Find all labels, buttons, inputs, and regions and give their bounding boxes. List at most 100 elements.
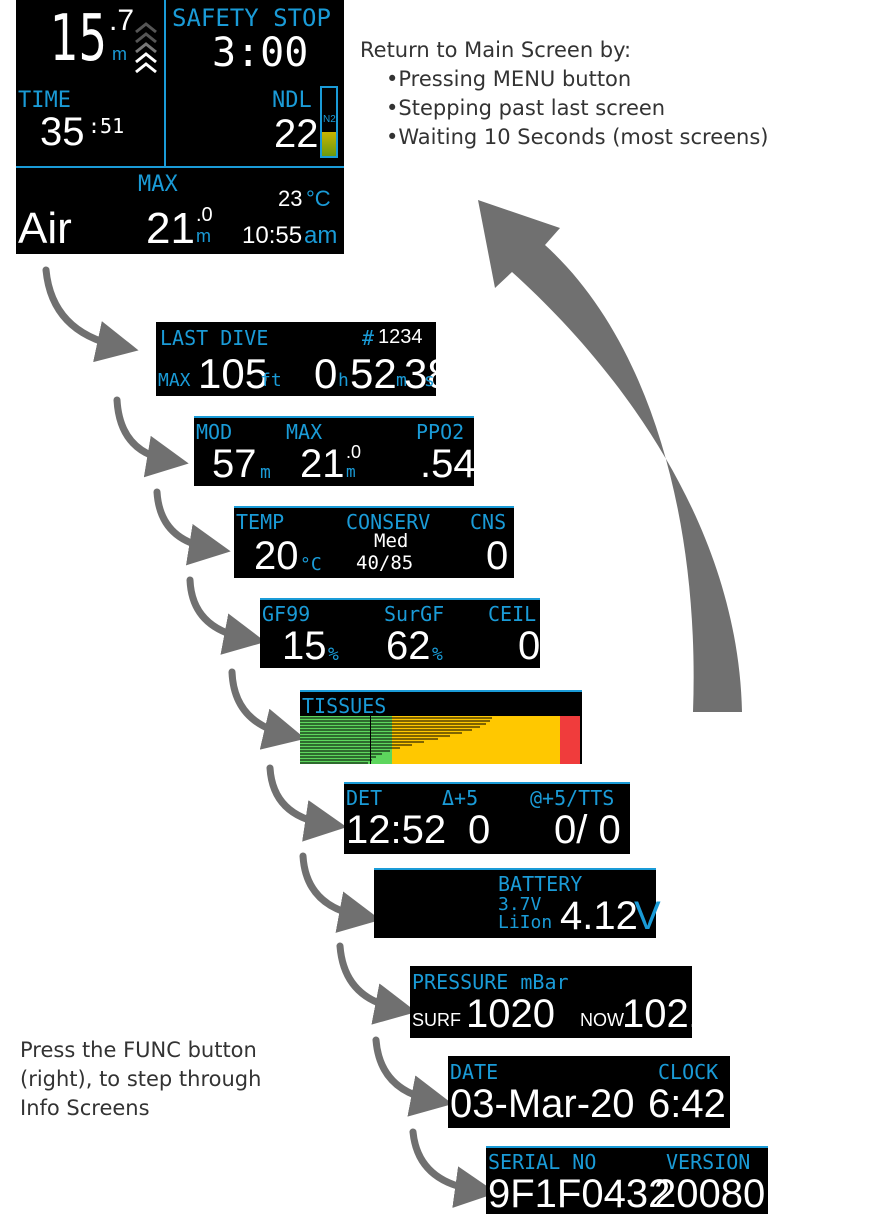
gas-value: Air [18,204,72,253]
battery-unit: V [634,894,661,938]
tissues-label: TISSUES [302,694,387,718]
date-label: DATE [450,1060,499,1084]
surgf-unit: % [432,644,443,665]
step-arrow [372,1036,453,1117]
temp-screen: TEMP CONSERV CNS 20 °C Med 40/85 0 [234,506,514,578]
clock-label: CLOCK [658,1060,719,1084]
dive-seconds-unit: s [424,370,435,391]
max-depth-decimal: .0 [196,204,213,226]
max-label: MAX [138,172,178,197]
ndl-value: 22 [274,112,319,156]
depth-unit: m [112,44,127,64]
serial-label: SERIAL NO [488,1150,597,1174]
conservatism-gf: 40/85 [356,552,414,574]
return-note-item: •Stepping past last screen [386,96,666,120]
depth-value: 15 [50,2,108,76]
datetime-screen: DATE CLOCK 03-Mar-20 6:42 [448,1056,730,1128]
ceiling-value: 0 [518,624,541,668]
max-depth-unit: ft [260,370,282,391]
dive-number: 1234 [378,326,423,348]
last-dive-screen: LAST DIVE # 1234 MAX 105 ft 0 h 52 m 38 … [156,322,451,397]
return-note: Return to Main Screen by: •Pressing MENU… [360,36,768,152]
det-label: DET [346,786,383,810]
at-plus5-value: 0/ 0 [554,808,621,852]
dive-hours-unit: h [338,370,349,391]
step-arrow [409,1128,497,1208]
return-note-item: •Pressing MENU button [386,67,632,91]
temp-label: TEMP [236,510,285,534]
step-arrow [113,396,189,478]
serial-screen: SERIAL NO VERSION 9F1F0432 20080BC [486,1146,821,1216]
deco-screen: DET Δ+5 @+5/TTS 12:52 0 0/ 0 [344,782,630,854]
step-arrow [42,266,139,363]
surgf-value: 62 [386,624,431,668]
max-depth-decimal: .0 [346,442,362,462]
safety-stop-label: SAFETY STOP [172,4,331,32]
func-note-line: Info Screens [20,1096,150,1120]
temperature-unit: °C [306,186,331,211]
battery-label: BATTERY [498,872,583,896]
return-note-title: Return to Main Screen by: [360,38,632,62]
clock-ampm: am [304,222,338,249]
surface-pressure-value: 1020 [466,992,555,1036]
time-minutes: 35 [40,110,85,154]
battery-chemistry: LiIon [498,912,553,933]
n2-label: N2 [323,114,336,125]
delta-label: Δ+5 [442,786,479,810]
ascent-rate-icon [135,22,157,74]
conservatism-label: CONSERV [346,510,431,534]
gf99-label: GF99 [262,602,311,626]
cns-value: 0 [486,534,509,578]
func-note-line: (right), to step through [20,1067,262,1091]
func-note: Press the FUNC button (right), to step t… [20,1036,261,1123]
battery-voltage-type: 3.7V [498,894,542,915]
gf99-value: 15 [282,624,327,668]
ndl-label: NDL [272,88,312,113]
battery-value: 4.12 [560,894,638,938]
pressure-screen: PRESSURE mBar SURF 1020 NOW 1021 [410,966,711,1038]
current-pressure-value: 1021 [622,992,711,1036]
dive-minutes-unit: m [396,370,407,391]
step-arrow [153,488,231,566]
max-depth-unit: m [196,226,211,246]
max-label: MAX [286,420,323,444]
func-note-line: Press the FUNC button [20,1038,257,1062]
at-plus5-label: @+5/TTS [530,786,615,810]
return-note-item: •Waiting 10 Seconds (most screens) [386,125,769,149]
surgf-label: SurGF [384,602,445,626]
temperature-value: 23 [278,186,303,211]
divider [164,0,166,166]
clock-value: 10:55 [242,222,303,249]
det-value: 12:52 [346,808,447,852]
max-depth-value: 21 [300,442,345,486]
last-dive-label: LAST DIVE [160,326,269,350]
step-arrow [186,576,266,655]
max-depth-value: 105 [198,350,269,397]
temp-unit: °C [300,554,322,575]
divider [16,166,344,168]
n2-gauge: N2 [320,86,338,158]
conservatism-mode: Med [374,530,409,552]
version-label: VERSION [666,1150,751,1174]
return-arrow [478,200,742,712]
battery-screen: BATTERY 3.7V LiIon 4.12 V [374,868,661,938]
ppo2-label: PPO2 [416,420,465,444]
step-arrow [266,764,347,842]
date-value: 03-Mar-20 [450,1082,635,1126]
tissues-screen: TISSUES [300,690,582,764]
ppo2-value: .54 [420,442,476,486]
max-depth-value: 21 [146,204,195,253]
version-value: 20080BC [654,1172,821,1216]
cns-label: CNS [470,510,507,534]
dive-number-hash: # [362,326,375,350]
n2-level [322,132,336,156]
surface-pressure-label: SURF [412,1010,461,1030]
step-arrow [336,942,417,1025]
tissue-bars [300,717,492,764]
step-arrow [299,852,381,933]
safety-stop-time: 3:00 [212,30,309,76]
depth-decimal: .7 [109,4,135,37]
mod-unit: m [260,462,271,483]
step-arrow [228,668,306,750]
